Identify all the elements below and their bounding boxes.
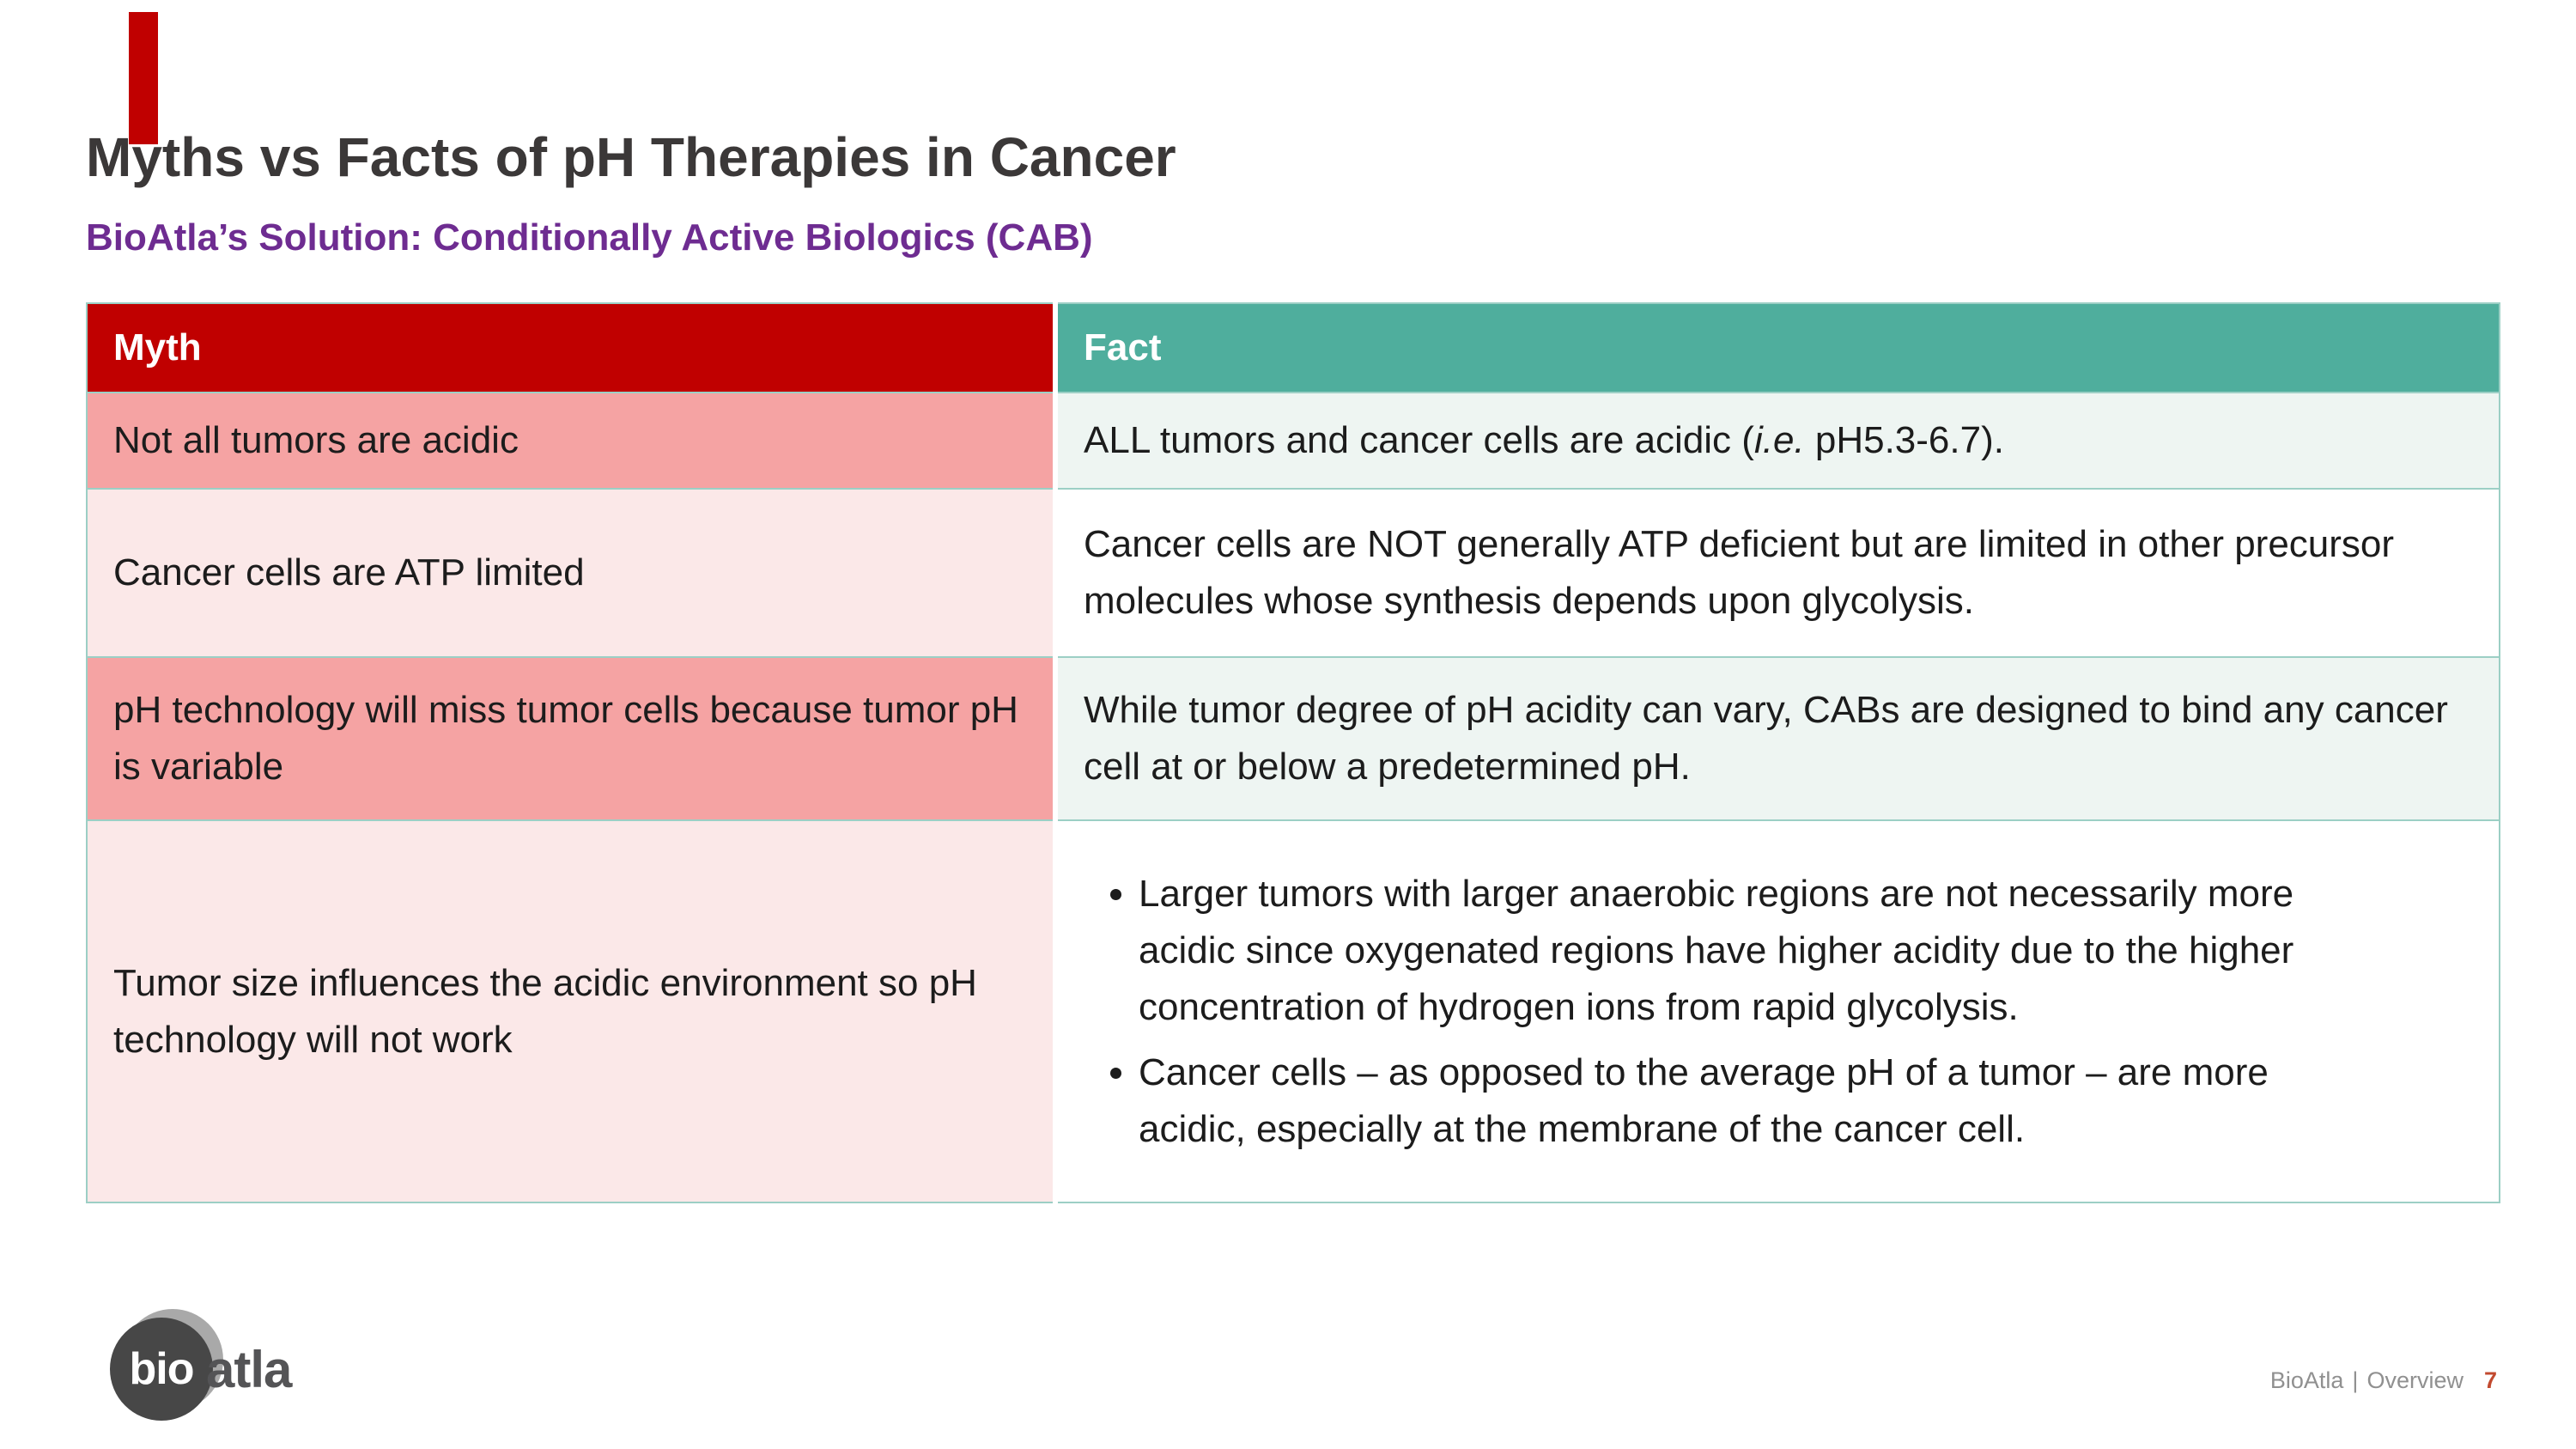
logo-bio-text: bio	[129, 1344, 195, 1394]
fact-cell: Cancer cells are NOT generally ATP defic…	[1055, 489, 2500, 658]
table-header-row: Myth Fact	[87, 303, 2500, 393]
fact-bullet-item: Cancer cells – as opposed to the average…	[1139, 1044, 2354, 1158]
logo-circle: bio	[110, 1318, 213, 1421]
fact-text-italic: i.e.	[1753, 419, 1805, 461]
red-accent-bar	[129, 12, 158, 144]
myth-cell: Cancer cells are ATP limited	[87, 489, 1058, 658]
table-row: Tumor size influences the acidic environ…	[87, 820, 2500, 1203]
fact-text: ALL tumors and cancer cells are acidic (	[1084, 419, 1754, 461]
myths-facts-table-container: Myth Fact Not all tumors are acidic ALL …	[86, 302, 2500, 1203]
footer-section: Overview	[2366, 1367, 2464, 1393]
myth-column-header: Myth	[87, 303, 1058, 393]
myths-facts-table: Myth Fact Not all tumors are acidic ALL …	[86, 302, 2500, 1203]
table-row: Not all tumors are acidic ALL tumors and…	[87, 393, 2500, 490]
page-subtitle: BioAtla’s Solution: Conditionally Active…	[86, 216, 1093, 259]
page-number: 7	[2483, 1367, 2497, 1393]
footer: BioAtla | Overview 7	[2270, 1367, 2497, 1394]
fact-cell: Larger tumors with larger anaerobic regi…	[1055, 820, 2500, 1203]
fact-bullet-list: Larger tumors with larger anaerobic regi…	[1084, 866, 2354, 1158]
fact-column-header: Fact	[1055, 303, 2500, 393]
myth-cell: Not all tumors are acidic	[87, 393, 1058, 490]
footer-separator: |	[2352, 1367, 2359, 1393]
myth-cell: pH technology will miss tumor cells beca…	[87, 657, 1058, 821]
fact-cell: While tumor degree of pH acidity can var…	[1055, 657, 2500, 821]
page-title: Myths vs Facts of pH Therapies in Cancer	[86, 126, 1176, 188]
table-row: Cancer cells are ATP limited Cancer cell…	[87, 489, 2500, 658]
bioatla-logo: bio atla	[110, 1309, 402, 1429]
myth-cell: Tumor size influences the acidic environ…	[87, 820, 1058, 1203]
logo-atla-text: atla	[206, 1341, 292, 1398]
table-row: pH technology will miss tumor cells beca…	[87, 657, 2500, 821]
footer-brand: BioAtla	[2269, 1367, 2344, 1393]
fact-bullet-item: Larger tumors with larger anaerobic regi…	[1139, 866, 2354, 1036]
fact-text: pH5.3-6.7).	[1804, 419, 2004, 461]
fact-cell: ALL tumors and cancer cells are acidic (…	[1055, 393, 2500, 490]
